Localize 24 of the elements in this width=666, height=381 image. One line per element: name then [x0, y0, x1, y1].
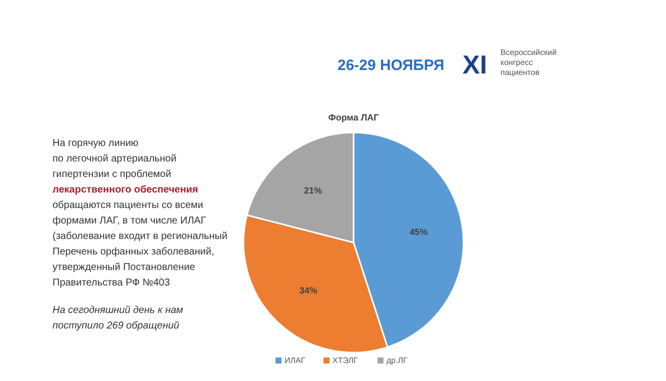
- text: XI: [462, 50, 488, 80]
- text: гипертензии с проблемой: [52, 169, 172, 180]
- legend-label: ИЛАГ: [284, 356, 306, 365]
- legend-label: др.ЛГ: [386, 356, 408, 365]
- text: конгресс: [500, 58, 533, 67]
- text: Правительства РФ №403: [52, 278, 170, 288]
- data-label: 45%: [410, 227, 428, 238]
- text: Перечень орфанных заболеваний,: [52, 246, 214, 258]
- text: поступило 269 обращений: [52, 320, 180, 332]
- legend-label: ХТЭЛГ: [332, 356, 358, 365]
- data-label: 21%: [304, 185, 322, 196]
- text: На горячую линию: [52, 138, 139, 149]
- text: формами ЛАГ, в том числе ИЛАГ: [52, 216, 207, 226]
- text: лекарственного обеспечения: [52, 184, 198, 196]
- text: пациентов: [500, 68, 540, 77]
- text: утвержденный Постановление: [52, 262, 196, 273]
- text: (заболевание входит в региональный: [52, 231, 228, 242]
- text: Всероссийский: [500, 48, 557, 57]
- data-label: 34%: [299, 286, 318, 296]
- text: 26-29 НОЯБРЯ: [338, 57, 444, 74]
- text: обращаются пациенты со всеми: [52, 200, 204, 211]
- chart-title: Форма ЛАГ: [328, 112, 379, 122]
- text: по легочной артериальной: [52, 154, 176, 164]
- text: На сегодняшний день к нам: [52, 305, 184, 316]
